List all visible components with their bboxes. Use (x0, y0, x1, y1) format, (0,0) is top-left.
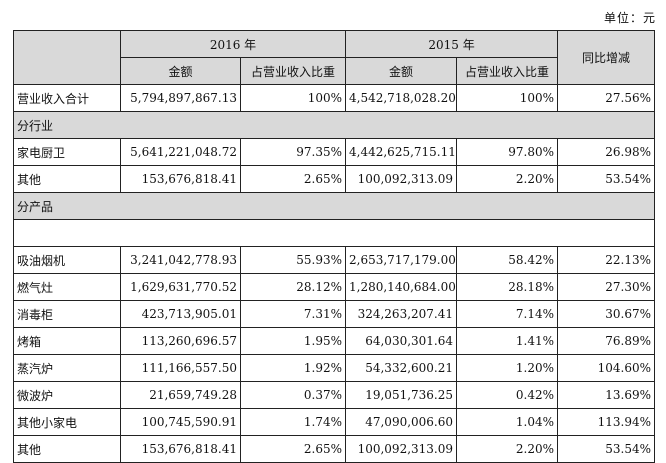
yoy-change: 53.54% (557, 435, 656, 463)
amount-2015: 19,051,736.25 (345, 381, 458, 409)
ratio-2016: 1.74% (239, 408, 347, 436)
amount-2015: 4,442,625,715.11 (345, 138, 458, 166)
ratio-2015: 2.20% (456, 165, 559, 193)
amount-2016: 423,713,905.01 (120, 300, 241, 328)
amount-2016: 100,745,590.91 (120, 408, 241, 436)
amount-2015: 324,263,207.41 (345, 300, 458, 328)
section-row-product: 分产品 (12, 192, 656, 220)
total-row: 营业收入合计 5,794,897,867.13 100% 4,542,718,0… (13, 84, 656, 112)
header-yoy: 同比增减 (557, 30, 656, 85)
amount-2015: 47,090,006.60 (345, 408, 458, 436)
amount-2015: 100,092,313.09 (345, 435, 458, 463)
ratio-2016: 100% (239, 84, 347, 112)
amount-2016: 3,241,042,778.93 (120, 246, 241, 274)
ratio-2015: 1.04% (456, 408, 559, 436)
row-label: 家电厨卫 (13, 138, 121, 166)
header-row-years: 2016 年 2015 年 同比增减 (13, 30, 656, 85)
product-row: 燃气灶 1,629,631,770.52 28.12% 1,280,140,68… (13, 273, 656, 301)
amount-2015: 2,653,717,179.00 (345, 246, 458, 274)
ratio-2015: 97.80% (456, 138, 559, 166)
product-row: 微波炉 21,659,749.28 0.37% 19,051,736.25 0.… (13, 381, 656, 409)
product-row: 其他小家电 100,745,590.91 1.74% 47,090,006.60… (13, 408, 656, 436)
amount-2016: 1,629,631,770.52 (120, 273, 241, 301)
revenue-table: 2016 年 2015 年 同比增减 金额 占营业收入比重 金额 占营业收入比重… (12, 30, 656, 463)
yoy-change: 26.98% (557, 138, 656, 166)
ratio-2016: 0.37% (239, 381, 347, 409)
header-ratio-2016: 占营业收入比重 (239, 57, 347, 85)
yoy-change: 104.60% (557, 354, 656, 382)
ratio-2016: 2.65% (239, 435, 347, 463)
ratio-2015: 100% (456, 84, 559, 112)
amount-2016: 153,676,818.41 (120, 435, 241, 463)
header-row-columns: 金额 占营业收入比重 金额 占营业收入比重 (14, 57, 655, 85)
header-blank-cell (13, 30, 121, 85)
yoy-change: 27.30% (557, 273, 656, 301)
amount-2016: 5,641,221,048.72 (120, 138, 241, 166)
amount-2016: 111,166,557.50 (120, 354, 241, 382)
product-row: 消毒柜 423,713,905.01 7.31% 324,263,207.41 … (13, 300, 656, 328)
amount-2015: 54,332,600.21 (345, 354, 458, 382)
industry-row: 其他 153,676,818.41 2.65% 100,092,313.09 2… (13, 165, 656, 193)
row-label: 微波炉 (13, 381, 121, 409)
row-label: 吸油烟机 (13, 246, 121, 274)
spacer-row (12, 219, 656, 247)
yoy-change: 27.56% (557, 84, 656, 112)
product-row: 其他 153,676,818.41 2.65% 100,092,313.09 2… (13, 435, 656, 463)
amount-2015: 1,280,140,684.00 (345, 273, 458, 301)
row-label: 其他 (13, 165, 121, 193)
section-title-industry: 分行业 (12, 111, 656, 139)
header-year-2015: 2015 年 (345, 30, 559, 58)
ratio-2015: 2.20% (456, 435, 559, 463)
yoy-change: 13.69% (557, 381, 656, 409)
amount-2015: 4,542,718,028.20 (345, 84, 458, 112)
ratio-2015: 7.14% (456, 300, 559, 328)
ratio-2015: 0.42% (456, 381, 559, 409)
ratio-2016: 55.93% (239, 246, 347, 274)
spacer-cell (12, 219, 656, 247)
amount-2016: 21,659,749.28 (120, 381, 241, 409)
amount-2015: 64,030,301.64 (345, 327, 458, 355)
ratio-2015: 1.20% (456, 354, 559, 382)
row-label: 消毒柜 (13, 300, 121, 328)
ratio-2015: 1.41% (456, 327, 559, 355)
amount-2016: 5,794,897,867.13 (120, 84, 241, 112)
section-title-product: 分产品 (12, 192, 656, 220)
row-label: 营业收入合计 (13, 84, 121, 112)
ratio-2015: 58.42% (456, 246, 559, 274)
ratio-2016: 97.35% (239, 138, 347, 166)
row-label: 其他小家电 (13, 408, 121, 436)
ratio-2016: 1.95% (239, 327, 347, 355)
header-year-2016: 2016 年 (119, 30, 347, 58)
row-label: 蒸汽炉 (13, 354, 121, 382)
amount-2016: 113,260,696.57 (120, 327, 241, 355)
row-label: 烤箱 (13, 327, 121, 355)
ratio-2016: 1.92% (239, 354, 347, 382)
yoy-change: 22.13% (557, 246, 656, 274)
ratio-2015: 28.18% (456, 273, 559, 301)
yoy-change: 113.94% (557, 408, 656, 436)
ratio-2016: 7.31% (239, 300, 347, 328)
yoy-change: 30.67% (557, 300, 656, 328)
row-label: 其他 (13, 435, 121, 463)
yoy-change: 53.54% (557, 165, 656, 193)
amount-2016: 153,676,818.41 (120, 165, 241, 193)
row-label: 燃气灶 (13, 273, 121, 301)
header-ratio-2015: 占营业收入比重 (456, 57, 559, 85)
header-amount-2016: 金额 (120, 57, 241, 85)
header-amount-2015: 金额 (345, 57, 458, 85)
industry-row: 家电厨卫 5,641,221,048.72 97.35% 4,442,625,7… (13, 138, 656, 166)
section-row-industry: 分行业 (12, 111, 656, 139)
product-row: 烤箱 113,260,696.57 1.95% 64,030,301.64 1.… (13, 327, 656, 355)
yoy-change: 76.89% (557, 327, 656, 355)
unit-label: 单位：元 (603, 11, 656, 25)
amount-2015: 100,092,313.09 (345, 165, 458, 193)
ratio-2016: 28.12% (239, 273, 347, 301)
product-row: 吸油烟机 3,241,042,778.93 55.93% 2,653,717,1… (13, 246, 656, 274)
product-row: 蒸汽炉 111,166,557.50 1.92% 54,332,600.21 1… (13, 354, 656, 382)
ratio-2016: 2.65% (239, 165, 347, 193)
